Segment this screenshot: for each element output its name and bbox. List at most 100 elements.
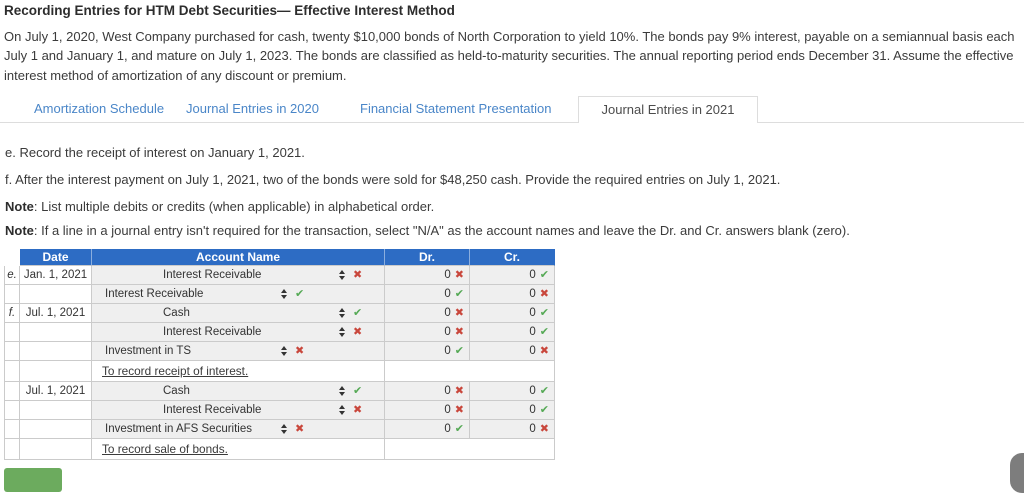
account-select[interactable]: Investment in TS [97, 344, 293, 359]
account-select-value: Investment in AFS Securities [105, 423, 253, 435]
dr-input[interactable]: 0 [444, 423, 451, 435]
problem-description: On July 1, 2020, West Company purchased … [4, 29, 1015, 83]
account-select[interactable]: Interest Receivable [155, 325, 351, 340]
account-select[interactable]: Cash [155, 384, 351, 399]
account-select-value: Interest Receivable [163, 326, 262, 338]
account-cell: Investment in AFS Securities ✖ [92, 420, 385, 439]
account-select[interactable]: Interest Receivable [97, 287, 293, 302]
grade-correct-icon: ✔ [454, 344, 464, 357]
dr-cell: 0 ✔ [385, 285, 470, 304]
tab-amortization-schedule[interactable]: Amortization Schedule [34, 101, 165, 116]
dr-input[interactable]: 0 [444, 345, 451, 357]
cr-input[interactable]: 0 [529, 404, 536, 416]
grade-correct-icon: ✔ [353, 384, 363, 397]
entry-letter [4, 420, 20, 439]
account-cell: Investment in TS ✖ [92, 342, 385, 361]
tab-journal-entries-2021[interactable]: Journal Entries in 2021 [578, 96, 758, 123]
dr-cell: 0 ✔ [385, 420, 470, 439]
grade-wrong-icon: ✖ [454, 306, 464, 319]
journal-entry-row: Interest Receivable ✖ 0 ✖ 0 ✔ [4, 323, 555, 342]
dr-input[interactable]: 0 [444, 288, 451, 300]
column-header-cr: Cr. [470, 249, 555, 266]
account-select[interactable]: Cash [155, 306, 351, 321]
grade-wrong-icon: ✖ [295, 344, 305, 357]
floating-widget[interactable] [1010, 453, 1024, 493]
note-alphabetical-order: Note: List multiple debits or credits (w… [5, 199, 434, 214]
dr-input[interactable]: 0 [444, 385, 451, 397]
column-header-account-name: Account Name [92, 249, 385, 266]
entry-letter [4, 323, 20, 342]
grade-wrong-icon: ✖ [454, 325, 464, 338]
journal-entry-row: Investment in TS ✖ 0 ✔ 0 ✖ [4, 342, 555, 361]
dr-cell: 0 ✖ [385, 401, 470, 420]
dr-input[interactable]: 0 [444, 269, 451, 281]
account-select[interactable]: Investment in AFS Securities [97, 422, 293, 437]
instruction-f: f. After the interest payment on July 1,… [5, 172, 781, 187]
dropdown-arrows-icon [281, 424, 287, 434]
grade-wrong-icon: ✖ [353, 325, 363, 338]
account-cell: Interest Receivable ✖ [92, 401, 385, 420]
dr-cell: 0 ✖ [385, 304, 470, 323]
cr-input[interactable]: 0 [529, 345, 536, 357]
grade-correct-icon: ✔ [539, 403, 549, 416]
grade-correct-icon: ✔ [539, 325, 549, 338]
memo-row: To record sale of bonds. [4, 439, 555, 460]
cr-input[interactable]: 0 [529, 385, 536, 397]
cr-input[interactable]: 0 [529, 288, 536, 300]
cr-input[interactable]: 0 [529, 307, 536, 319]
entry-date [20, 439, 92, 460]
cr-cell: 0 ✖ [470, 342, 555, 361]
journal-entry-row: e. Jan. 1, 2021 Interest Receivable ✖ 0 ✖ 0 ✔ [4, 266, 555, 285]
dr-cell: 0 ✔ [385, 342, 470, 361]
check-button[interactable] [4, 468, 62, 492]
dropdown-arrows-icon [281, 289, 287, 299]
account-select-value: Interest Receivable [105, 288, 204, 300]
dropdown-arrows-icon [339, 405, 345, 415]
cr-cell: 0 ✔ [470, 401, 555, 420]
account-cell: Cash ✔ [92, 304, 385, 323]
dropdown-arrows-icon [339, 270, 345, 280]
cr-input[interactable]: 0 [529, 423, 536, 435]
dropdown-arrows-icon [281, 346, 287, 356]
grade-wrong-icon: ✖ [539, 287, 549, 300]
note-text: : If a line in a journal entry isn't req… [33, 223, 850, 238]
account-cell: Interest Receivable ✔ [92, 285, 385, 304]
column-header-date: Date [20, 249, 92, 266]
account-select-value: Interest Receivable [163, 404, 262, 416]
memo-text: To record sale of bonds. [102, 442, 228, 456]
entry-date: Jan. 1, 2021 [20, 266, 92, 285]
grade-correct-icon: ✔ [539, 306, 549, 319]
entry-date [20, 323, 92, 342]
memo-cell: To record sale of bonds. [92, 439, 385, 460]
cr-cell: 0 ✖ [470, 420, 555, 439]
grade-wrong-icon: ✖ [353, 403, 363, 416]
memo-cell: To record receipt of interest. [92, 361, 385, 382]
dr-cell: 0 ✖ [385, 266, 470, 285]
tab-bar-divider [0, 122, 1024, 123]
note-text: : List multiple debits or credits (when … [33, 199, 435, 214]
entry-letter [4, 439, 20, 460]
journal-entry-row: Interest Receivable ✖ 0 ✖ 0 ✔ [4, 401, 555, 420]
entry-letter: e. [4, 266, 20, 285]
dr-input[interactable]: 0 [444, 307, 451, 319]
cr-input[interactable]: 0 [529, 269, 536, 281]
table-header-row: Date Account Name Dr. Cr. [4, 249, 555, 266]
entry-date: Jul. 1, 2021 [20, 382, 92, 401]
tab-financial-statement-presentation[interactable]: Financial Statement Presentation [360, 101, 552, 116]
cr-input[interactable]: 0 [529, 326, 536, 338]
account-select[interactable]: Interest Receivable [155, 403, 351, 418]
cr-cell: 0 ✔ [470, 323, 555, 342]
grade-wrong-icon: ✖ [353, 268, 363, 281]
note-na-blank: Note: If a line in a journal entry isn't… [5, 223, 850, 238]
page-title: Recording Entries for HTM Debt Securitie… [4, 3, 455, 18]
grade-wrong-icon: ✖ [454, 403, 464, 416]
dropdown-arrows-icon [339, 327, 345, 337]
account-select[interactable]: Interest Receivable [155, 268, 351, 283]
grade-wrong-icon: ✖ [539, 422, 549, 435]
tab-journal-entries-2020[interactable]: Journal Entries in 2020 [186, 101, 319, 116]
note-label: Note [5, 199, 34, 214]
cr-cell: 0 ✔ [470, 382, 555, 401]
dr-input[interactable]: 0 [444, 326, 451, 338]
journal-entry-row: f. Jul. 1, 2021 Cash ✔ 0 ✖ 0 ✔ [4, 304, 555, 323]
dr-input[interactable]: 0 [444, 404, 451, 416]
